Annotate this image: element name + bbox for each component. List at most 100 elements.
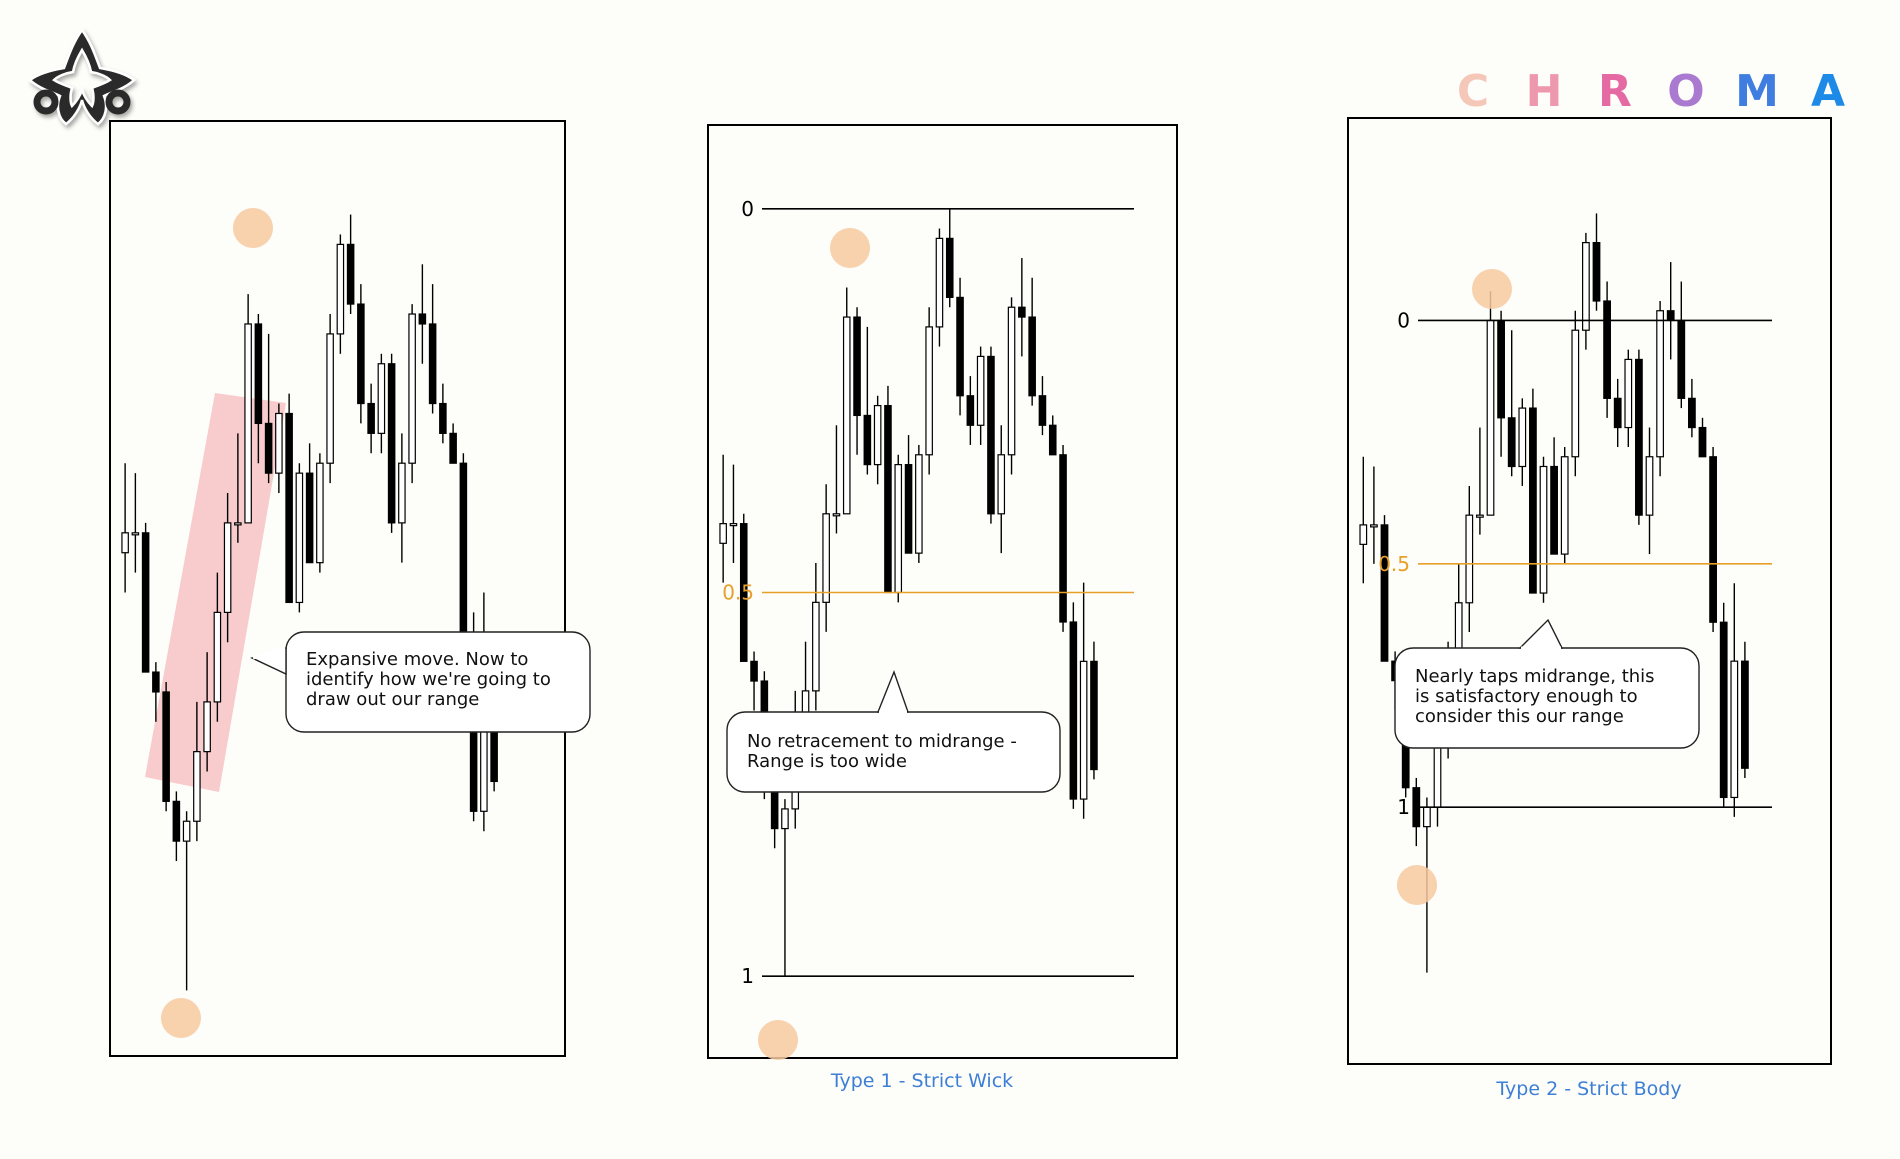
bearish-candle-body (1592, 242, 1601, 302)
bullish-candle-body (1359, 524, 1368, 545)
candle (1079, 582, 1088, 819)
candle (418, 264, 427, 364)
callout-seam (252, 646, 286, 660)
brand-letter: H (1526, 66, 1563, 117)
bullish-candle-body (925, 326, 933, 456)
bullish-candle-body (873, 404, 882, 466)
candle (295, 463, 304, 613)
callout-text-line: Range is too wide (747, 751, 907, 772)
candle (264, 333, 273, 484)
callout-text-line: Nearly taps midrange, this (1415, 666, 1655, 687)
candlestick-series (1359, 213, 1749, 973)
bullish-candle-body (408, 313, 416, 464)
candle (1370, 466, 1378, 564)
bearish-candle-body (459, 462, 468, 633)
candle (141, 522, 150, 673)
level-label-range-high: 0 (1397, 308, 1410, 332)
candle (121, 463, 129, 593)
panel-frame (1347, 117, 1832, 1065)
candle (1090, 641, 1098, 780)
candle (1497, 310, 1505, 457)
candle (1038, 376, 1047, 436)
candle (987, 346, 995, 524)
bearish-candle-body (1677, 319, 1686, 399)
bullish-candle-body (213, 611, 222, 703)
candle (254, 314, 263, 464)
candle (915, 444, 923, 563)
bullish-candle-body (832, 513, 841, 517)
bullish-candle-body (1560, 456, 1569, 555)
bearish-candle-body (285, 412, 293, 604)
candle (234, 433, 242, 543)
bearish-candle-body (956, 296, 964, 397)
candle (1603, 281, 1611, 418)
candle (719, 454, 727, 583)
candle (172, 791, 181, 862)
candle (428, 284, 437, 414)
swing-high-highlight (830, 228, 870, 268)
bullish-candle-body (915, 454, 923, 554)
bullish-candle-body (275, 412, 283, 474)
candle (1529, 388, 1537, 594)
panel-frame (109, 120, 566, 1057)
candle (873, 395, 882, 485)
bearish-candle-body (1635, 358, 1643, 516)
callout-box (285, 631, 591, 733)
candle (1709, 447, 1717, 632)
bearish-candle-body (1507, 417, 1516, 468)
candle (439, 383, 447, 444)
candle (781, 799, 789, 977)
candle (357, 284, 365, 424)
candle (408, 304, 416, 484)
bearish-candle-body (853, 316, 861, 417)
bullish-candle-body (1571, 329, 1580, 458)
level-label-range-low: 1 (741, 964, 754, 988)
bearish-candle-body (1028, 316, 1036, 397)
candle (925, 307, 933, 475)
candle (884, 385, 892, 594)
candle (223, 493, 232, 643)
candle (152, 662, 160, 722)
candle (1645, 427, 1654, 555)
brand-letter: R (1598, 66, 1632, 117)
bearish-candle-body (1613, 397, 1622, 429)
candle (1518, 398, 1527, 486)
bearish-candle-body (254, 323, 263, 425)
level-label-midrange: 0.5 (722, 581, 754, 605)
bearish-candle-body (1603, 300, 1611, 399)
brand-letter: A (1811, 66, 1845, 117)
bearish-candle-body (739, 523, 748, 662)
candle (739, 513, 748, 662)
candle (997, 425, 1006, 554)
candle (1069, 602, 1078, 809)
candle (935, 228, 944, 347)
candle (1007, 297, 1016, 475)
brand-letter: M (1735, 66, 1779, 117)
bearish-candle-body (1497, 319, 1505, 419)
bullish-candle-body (203, 701, 211, 753)
candle (1550, 437, 1558, 555)
bearish-candle-body (1059, 454, 1067, 623)
bearish-candle-body (966, 395, 975, 426)
candle (305, 443, 314, 564)
candle (750, 651, 758, 711)
candle (449, 423, 457, 464)
candle (1730, 583, 1739, 817)
bearish-candle-body (1719, 621, 1728, 799)
bearish-candle-body (449, 432, 457, 464)
swing-low-highlight (161, 998, 201, 1038)
brand-letter: O (1667, 66, 1704, 117)
callout-text-line: draw out our range (306, 689, 479, 710)
bullish-candle-body (1007, 306, 1016, 456)
bullish-candle-body (1079, 660, 1088, 800)
bullish-candle-body (1645, 456, 1654, 516)
bearish-candle-body (1529, 407, 1537, 594)
bearish-candle-body (346, 243, 355, 305)
bullish-candle-body (1582, 242, 1590, 331)
panel-caption: Type 2 - Strict Body (1495, 1078, 1681, 1100)
candle (387, 353, 396, 533)
